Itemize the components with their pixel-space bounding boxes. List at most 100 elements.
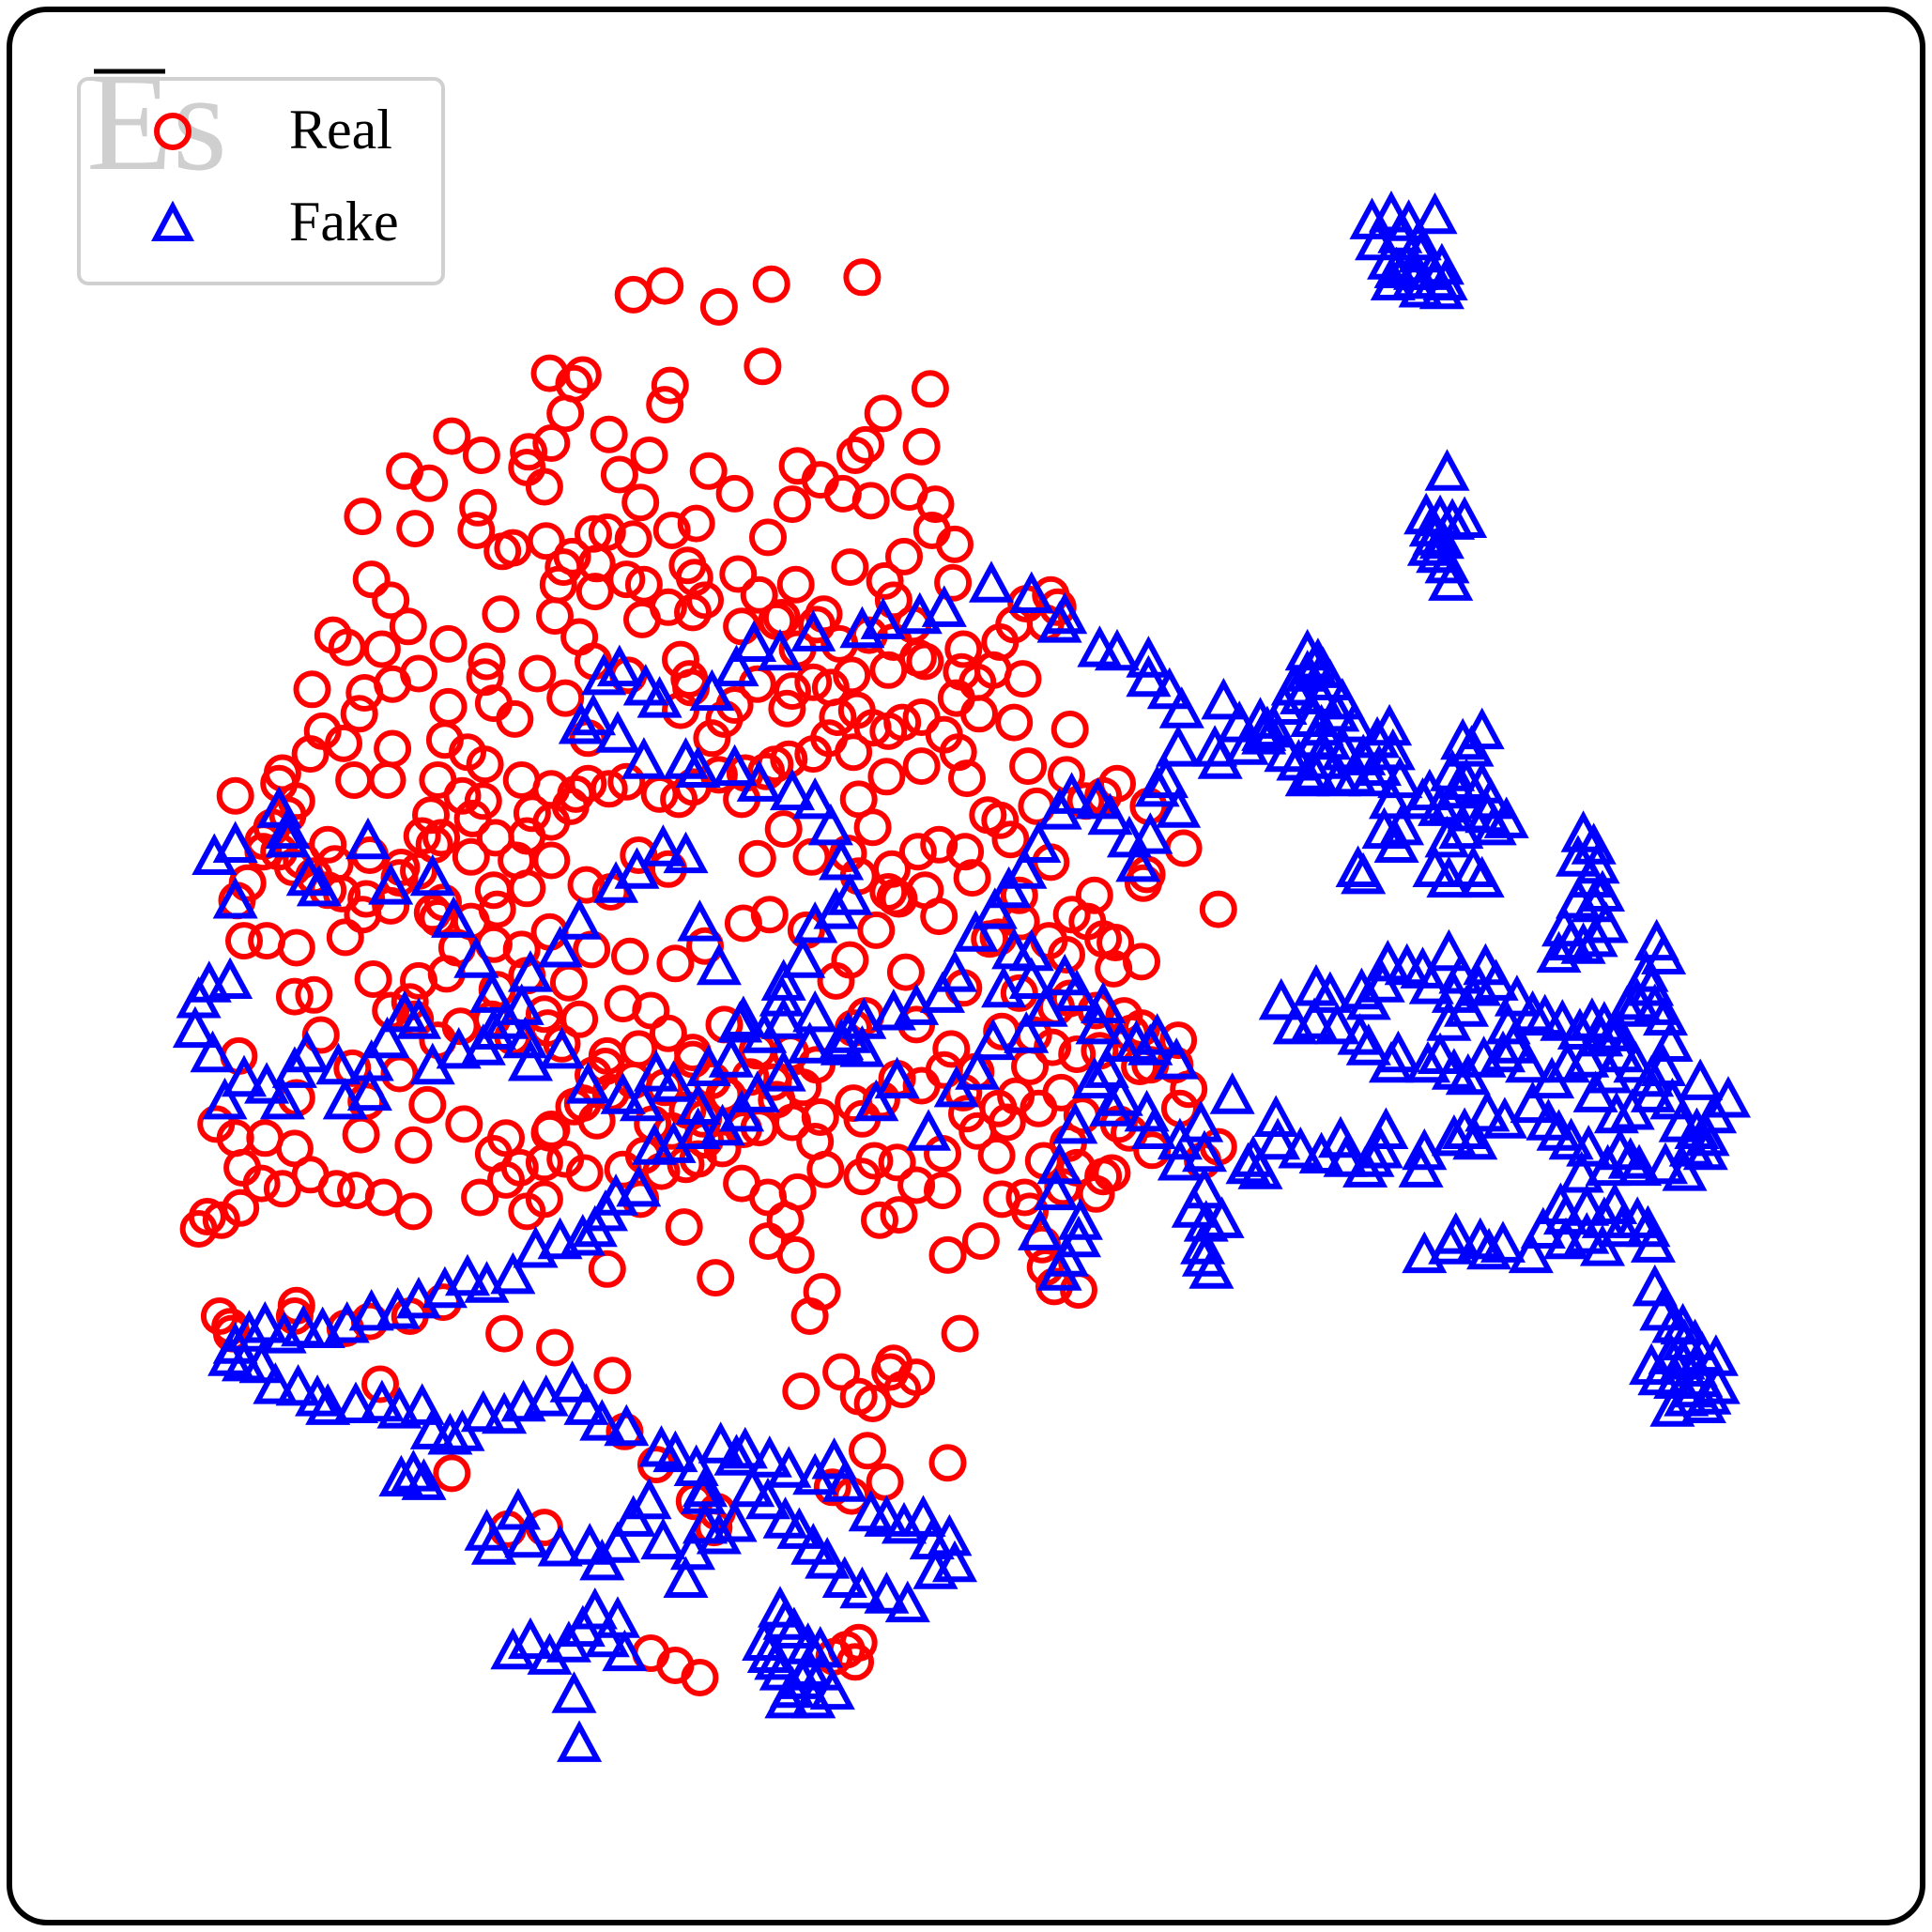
real-point xyxy=(429,687,468,726)
fake-point xyxy=(1237,1147,1283,1189)
fake-point xyxy=(632,1123,678,1165)
fake-point xyxy=(696,943,742,986)
fake-point xyxy=(1180,1222,1226,1265)
fake-point xyxy=(621,737,667,779)
fake-point xyxy=(527,1633,573,1675)
fake-point xyxy=(1471,803,1517,846)
real-point xyxy=(997,1077,1035,1115)
real-point xyxy=(295,975,333,1014)
fake-point xyxy=(1201,677,1247,720)
fake-point xyxy=(689,668,735,712)
fake-point xyxy=(1115,839,1161,882)
fake-point xyxy=(348,1288,394,1331)
fake-point xyxy=(1641,1044,1687,1086)
fake-point xyxy=(807,803,853,846)
fake-point xyxy=(1016,820,1062,863)
fake-point xyxy=(460,1389,506,1433)
fake-point xyxy=(1057,1198,1103,1240)
fake-point xyxy=(1599,1204,1645,1248)
fake-point xyxy=(1042,953,1088,996)
real-point xyxy=(946,833,985,871)
fake-point xyxy=(805,1537,851,1579)
fake-point xyxy=(401,1458,447,1500)
fake-point xyxy=(970,1018,1016,1061)
fake-point xyxy=(1536,930,1582,974)
real-point xyxy=(410,464,449,502)
fake-point xyxy=(378,1454,424,1497)
real-point xyxy=(886,953,925,991)
real-point xyxy=(309,825,347,864)
real-point xyxy=(833,656,871,695)
real-point xyxy=(811,668,850,707)
real-point xyxy=(749,518,787,557)
real-point xyxy=(697,1259,735,1297)
real-point xyxy=(774,1103,811,1142)
fake-point xyxy=(537,1525,583,1567)
fake-point xyxy=(1630,1220,1677,1263)
fake-point xyxy=(811,1437,857,1480)
fake-point xyxy=(1682,1127,1728,1171)
real-point xyxy=(936,525,974,563)
fake-point xyxy=(820,1023,866,1066)
fake-point xyxy=(563,1383,609,1425)
real-point xyxy=(422,819,461,857)
real-point xyxy=(394,1126,433,1164)
fake-point xyxy=(1648,1020,1694,1062)
fake-point xyxy=(809,1667,855,1710)
fake-point xyxy=(1134,764,1180,807)
real-point xyxy=(740,575,778,614)
real-point xyxy=(782,1372,820,1410)
fake-point xyxy=(1157,1138,1203,1181)
fake-point xyxy=(1457,1217,1503,1260)
real-point xyxy=(920,825,958,864)
fake-point xyxy=(444,1253,491,1296)
real-point xyxy=(778,447,817,485)
real-point xyxy=(776,1235,815,1274)
real-point xyxy=(337,1172,375,1210)
fake-point xyxy=(557,897,603,940)
real-point xyxy=(752,265,790,303)
fake-point xyxy=(1556,1007,1602,1050)
fake-point xyxy=(1678,1058,1724,1100)
real-point xyxy=(649,588,687,626)
fake-point xyxy=(359,1379,405,1422)
real-point xyxy=(925,1050,963,1089)
real-point xyxy=(831,941,869,979)
fake-point xyxy=(570,693,617,736)
fake-point xyxy=(731,620,777,662)
fake-point xyxy=(771,1606,817,1648)
real-point xyxy=(361,1365,399,1403)
fake-point xyxy=(1607,1137,1653,1179)
fake-point xyxy=(1075,776,1121,820)
real-point xyxy=(764,810,803,849)
real-point xyxy=(843,258,882,297)
real-point xyxy=(291,735,330,774)
real-point xyxy=(362,630,401,668)
fake-point xyxy=(324,1300,370,1343)
fake-point xyxy=(1127,1023,1173,1066)
fake-point xyxy=(616,1164,662,1207)
fake-point xyxy=(874,1056,920,1099)
real-point xyxy=(934,563,973,602)
real-point xyxy=(179,1210,218,1248)
real-point xyxy=(878,1143,916,1182)
real-point xyxy=(588,513,626,551)
real-point xyxy=(611,937,649,975)
fake-point xyxy=(212,820,258,863)
real-point xyxy=(847,425,885,464)
real-point xyxy=(354,960,392,998)
real-point xyxy=(839,1623,878,1662)
real-point xyxy=(944,630,983,668)
real-point xyxy=(457,512,496,549)
fake-point xyxy=(1002,847,1048,889)
real-point xyxy=(518,654,557,693)
real-point xyxy=(560,1000,599,1038)
fake-point xyxy=(594,1596,641,1638)
fake-point xyxy=(1613,1040,1659,1083)
fake-point xyxy=(332,1381,379,1423)
fake-point xyxy=(1536,1109,1582,1151)
series-fake-points xyxy=(172,190,1752,1762)
fake-point xyxy=(955,1048,1001,1090)
fake-point xyxy=(581,652,627,696)
real-point xyxy=(510,433,548,471)
